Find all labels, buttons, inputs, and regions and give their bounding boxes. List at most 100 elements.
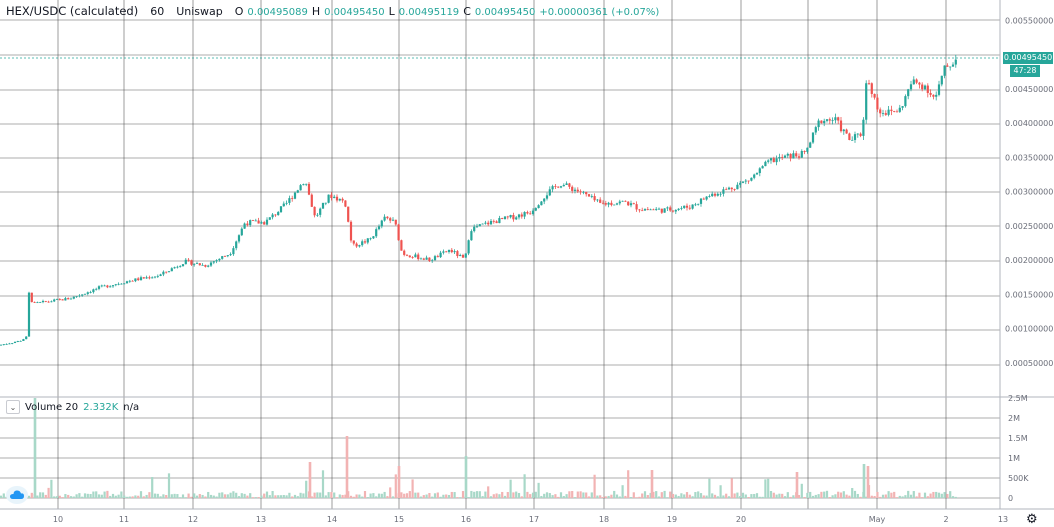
candle-body [83,293,87,295]
candle-body [215,260,218,262]
candle-body [319,208,322,215]
candle-body [475,226,479,228]
volume-bar [890,492,893,498]
candle-body [103,285,106,287]
candle-body [867,83,871,85]
candle-body [879,109,882,114]
candle-body [190,260,193,265]
volume-bar [657,496,661,498]
volume-bar [677,495,680,498]
candle-body [411,257,414,258]
volume-bar [503,495,507,498]
candle-body [534,208,537,211]
volume-bar [811,495,815,498]
candle-body [685,205,689,208]
gear-icon[interactable]: ⚙ [1026,512,1038,527]
volume-bar [554,494,557,498]
symbol-name[interactable]: HEX/USDC (calculated) [6,4,139,18]
low-key: L [388,5,395,18]
volume-bar [562,496,565,498]
volume-bar [240,493,243,498]
volume-bar [201,494,204,498]
candle-body [69,298,73,300]
candle-body [473,226,476,232]
candle-body [699,198,703,204]
price-tick-label: 0.00300000 [1005,188,1053,197]
volume-bar [299,492,302,498]
volume-bar [789,496,792,498]
candle-body [604,203,607,205]
candle-body [481,223,484,225]
candle-body [873,93,876,98]
candle-body [912,79,915,85]
volume-bar [604,496,607,498]
open-key: O [234,5,244,18]
volume-bar [680,493,683,498]
volume-bar [0,495,3,498]
volume-axis[interactable]: 0 500K 1M 1.5M 2M 2.5M [1008,394,1029,503]
volume-bar [142,496,145,498]
cloud-icon[interactable] [6,486,28,504]
volume-bar [103,491,106,498]
volume-bar [937,492,941,498]
candle-body [895,111,899,113]
volume-tick-label: 500K [1008,474,1029,483]
candle-body [806,147,809,152]
volume-bar [176,494,179,498]
volume-bar [613,490,616,498]
volume-bar [621,485,624,498]
candle-body [352,240,355,244]
candle-body [727,187,731,190]
candle-body [498,218,501,224]
volume-bar [352,496,355,498]
volume-bar [898,495,901,498]
candle-body [769,158,773,161]
volume-bar [349,495,353,498]
time-tick-label: May [869,515,886,524]
chevron-down-icon[interactable]: ⌄ [6,400,20,414]
candle-body [803,151,806,152]
volume-bar [251,497,255,498]
time-tick-label: 2 [943,515,948,524]
volume-bar [100,494,103,498]
candle-body [198,263,201,266]
volume-bar [431,496,434,498]
candle-body [58,299,61,300]
volume-bar [319,492,322,498]
volume-bar [179,497,182,498]
volume-bar [842,491,845,498]
candle-body [495,221,498,224]
candle-body [377,226,381,230]
candle-body [11,343,14,344]
volume-bar [162,494,165,498]
volume-bar [405,493,409,498]
candle-body [53,299,56,302]
candle-body [520,214,523,217]
volume-bar [198,494,201,498]
candle-body [890,109,893,112]
volume-bar [711,493,714,498]
volume-bar [419,496,423,498]
volume-bar [722,495,725,498]
volume-bar [806,492,809,498]
candle-body [307,183,311,195]
volume-bar [755,493,759,498]
time-tick-label: 14 [327,515,337,524]
price-tick-label: 0.00250000 [1005,222,1053,231]
candle-body [389,218,392,221]
volume-bar [873,496,876,498]
price-tick-label: 0.00350000 [1005,153,1053,162]
candle-body [123,283,126,285]
candle-body [856,133,859,135]
volume-bar [445,494,448,498]
candle-body [733,189,736,190]
interval[interactable]: 60 [150,5,165,18]
volume-bar [529,494,532,498]
volume-bar [593,474,596,498]
price-axis[interactable]: 0.00050000 0.00100000 0.00150000 0.00200000… [1005,17,1053,368]
candle-body [887,109,890,115]
time-axis[interactable]: 10 11 12 13 14 15 16 17 18 19 20 May 2 13 [53,515,1008,524]
volume-bar [655,491,658,498]
volume-bar [935,491,938,498]
